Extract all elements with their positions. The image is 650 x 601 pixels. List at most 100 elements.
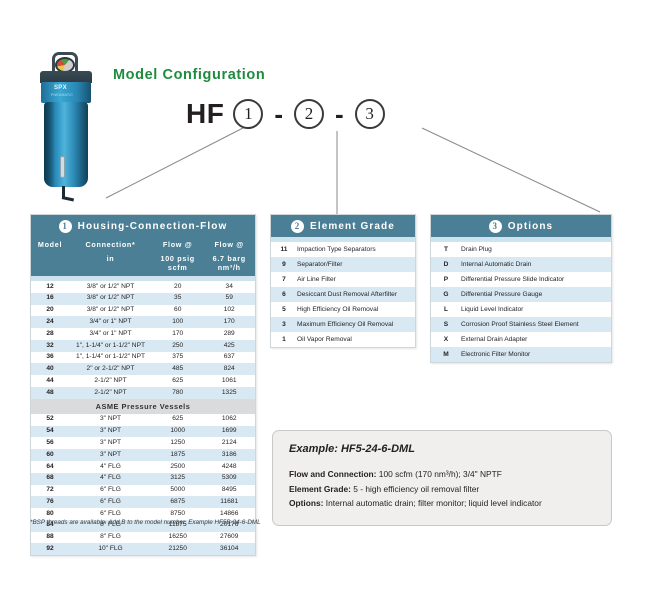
table-row: 32 1", 1-1/4" or 1-1/2" NPT 250 425 (31, 339, 255, 352)
example-line-value: Internal automatic drain; filter monitor… (323, 498, 542, 509)
table-row: 52 3" NPT 625 1062 (31, 414, 255, 426)
col-f2-line2: 6.7 barg (212, 254, 246, 263)
cell-code: 5 (282, 306, 286, 313)
cell-code: M (443, 351, 449, 358)
cell-model: 64 (46, 462, 54, 470)
cell-flow-nm3h: 637 (223, 353, 235, 361)
product-sub-label: PNEUMATIC (51, 93, 74, 97)
element-grade-table: 2 Element Grade 11 Impaction Type Separat… (270, 214, 416, 348)
cell-flow-nm3h: 102 (223, 306, 235, 314)
cell-flow-scfm: 1250 (170, 438, 186, 446)
cell-flow-nm3h: 27609 (220, 533, 239, 541)
example-line-label: Flow and Connection: (289, 469, 377, 479)
cell-code: 6 (282, 291, 286, 298)
cell-flow-nm3h: 34 (225, 282, 233, 290)
example-lines-container: Flow and Connection: 100 scfm (170 nm³/h… (289, 467, 595, 511)
cell-connection: 3" NPT (100, 415, 122, 423)
cell-code: 7 (282, 276, 286, 283)
example-callout-box: Example: HF5-24-6-DML Flow and Connectio… (272, 430, 612, 526)
cell-code: 11 (280, 246, 288, 253)
cell-model: 44 (46, 376, 54, 384)
table-row: 5 High Efficiency Oil Removal (271, 302, 415, 317)
column-header-connection: Connection* in (69, 240, 152, 272)
col-conn-line3: in (106, 254, 115, 263)
cell-model: 16 (46, 294, 54, 302)
cell-flow-nm3h: 36104 (220, 545, 239, 552)
cell-flow-nm3h: 824 (223, 365, 235, 373)
cell-model: 72 (46, 486, 54, 494)
cell-description: Air Line Filter (297, 276, 336, 283)
example-line: Element Grade: 5 - high efficiency oil r… (289, 482, 595, 497)
table-row: G Differential Pressure Gauge (431, 287, 611, 302)
example-line: Flow and Connection: 100 scfm (170 nm³/h… (289, 467, 595, 482)
product-image-filter-housing: SPX PNEUMATIC (36, 52, 98, 202)
model-slot-3: 3 (354, 99, 385, 129)
housing-column-headers: Model Connection* in Flow @ 100 psig scf… (31, 237, 255, 276)
cell-flow-scfm: 16250 (168, 533, 187, 541)
cell-flow-nm3h: 1699 (221, 427, 237, 435)
cell-description: Liquid Level Indicator (461, 306, 524, 313)
cell-flow-nm3h: 3186 (221, 450, 237, 458)
cell-model: 76 (46, 497, 54, 505)
cell-description: High Efficiency Oil Removal (297, 306, 379, 313)
table-row: M Electronic Filter Monitor (431, 347, 611, 362)
element-table-header: 2 Element Grade (271, 215, 415, 237)
table-row: T Drain Plug (431, 242, 611, 257)
cell-flow-nm3h: 1325 (221, 388, 237, 396)
cell-flow-scfm: 170 (172, 329, 184, 337)
cell-description: Separator/Filter (297, 261, 343, 268)
table-row: 80 6" FLG 8750 14866 (31, 508, 255, 520)
cell-flow-scfm: 60 (174, 306, 182, 314)
options-table-header: 3 Options (431, 215, 611, 237)
table-row: 16 3/8" or 1/2" NPT 35 59 (31, 292, 255, 305)
housing-table-header: 1 Housing-Connection-Flow (31, 215, 255, 237)
cell-flow-scfm: 485 (172, 365, 184, 373)
table-row: 64 4" FLG 2500 4248 (31, 461, 255, 473)
cell-code: P (443, 276, 449, 283)
table-row: 9 Separator/Filter (271, 257, 415, 272)
cell-flow-nm3h: 8495 (221, 486, 237, 494)
cell-connection: 4" FLG (100, 474, 121, 482)
col-f1-line3: scfm (167, 263, 188, 272)
cell-model: 48 (46, 388, 54, 396)
sight-glass-icon (60, 156, 65, 178)
col-f1-line2: 100 psig (160, 254, 195, 263)
cell-flow-scfm: 20 (174, 282, 182, 290)
example-line-value: 5 - high efficiency oil removal filter (350, 483, 480, 494)
cell-description: Differential Pressure Slide Indicator (461, 276, 565, 283)
cell-flow-scfm: 8750 (170, 509, 186, 517)
table-row: 44 2-1/2" NPT 625 1061 (31, 375, 255, 387)
cell-connection: 8" FLG (100, 521, 121, 529)
table-row: 11 Impaction Type Separators (271, 242, 415, 257)
cell-flow-nm3h: 1061 (221, 376, 237, 384)
cell-model: 88 (46, 533, 54, 541)
cell-connection: 4" FLG (100, 462, 121, 470)
example-line: Options: Internal automatic drain; filte… (289, 496, 595, 511)
cell-model: 28 (46, 329, 54, 337)
cell-connection: 6" FLG (100, 509, 121, 517)
table-row: 28 3/4" or 1" NPT 170 289 (31, 328, 255, 340)
cell-connection: 3" NPT (100, 427, 122, 435)
cell-connection: 3" NPT (100, 450, 122, 458)
table-row: 84 8" FLG 11875 20176 (31, 519, 255, 532)
cell-model: 24 (46, 317, 54, 325)
cell-flow-scfm: 1875 (170, 450, 186, 458)
options-title: Options (507, 220, 554, 232)
cell-code: 9 (282, 261, 286, 268)
cell-flow-nm3h: 59 (225, 294, 233, 302)
table-row: 40 2" or 2-1/2" NPT 485 824 (31, 363, 255, 376)
cell-description: Electronic Filter Monitor (461, 351, 531, 358)
cell-description: Internal Automatic Drain (461, 261, 532, 268)
column-header-flow-nm3h: Flow @ 6.7 barg nm³/h (203, 240, 255, 272)
table-row: 6 Desiccant Dust Removal Afterfilter (271, 287, 415, 302)
model-prefix: HF (186, 98, 225, 129)
table-row: 12 3/8" or 1/2" NPT 20 34 (31, 281, 255, 293)
options-header-rule (431, 237, 611, 242)
cell-flow-nm3h: 170 (223, 317, 235, 325)
cell-connection: 3/8" or 1/2" NPT (86, 282, 135, 290)
model-slot-1: 1 (233, 99, 264, 129)
col-f2-line3: nm³/h (217, 263, 241, 272)
table-row: 36 1", 1-1/4" or 1-1/2" NPT 375 637 (31, 352, 255, 364)
table-row: 76 6" FLG 6875 11681 (31, 496, 255, 509)
element-header-rule (271, 237, 415, 242)
